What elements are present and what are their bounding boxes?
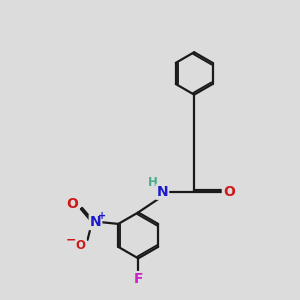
Text: −: −	[66, 234, 76, 247]
Text: O: O	[67, 196, 79, 211]
Text: O: O	[76, 239, 86, 252]
Text: N: N	[90, 215, 101, 229]
Text: +: +	[98, 211, 106, 221]
Text: F: F	[134, 272, 143, 286]
Text: H: H	[148, 176, 158, 189]
Text: O: O	[223, 185, 235, 199]
Text: N: N	[157, 185, 168, 199]
